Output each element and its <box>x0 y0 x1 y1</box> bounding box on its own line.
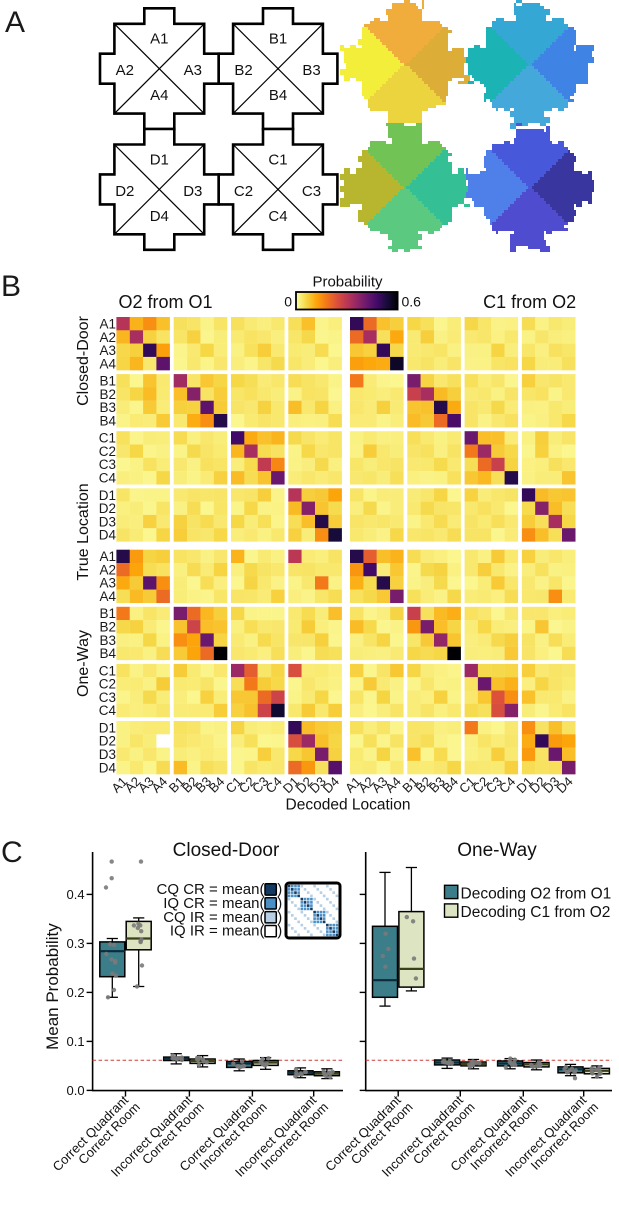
svg-text:D3: D3 <box>183 183 202 200</box>
svg-text:C4: C4 <box>99 471 117 486</box>
svg-text:True Location: True Location <box>75 483 92 580</box>
svg-text:C3: C3 <box>99 690 116 705</box>
svg-text:B2: B2 <box>234 62 252 79</box>
svg-text:C4: C4 <box>99 703 117 718</box>
svg-text:CQ IR = mean(: CQ IR = mean( <box>163 909 264 926</box>
svg-text:B3: B3 <box>99 400 116 415</box>
svg-text:C: C <box>1 836 23 869</box>
svg-text:B: B <box>1 270 21 303</box>
svg-text:C2: C2 <box>99 444 116 459</box>
svg-text:D4: D4 <box>150 208 169 225</box>
svg-text:0: 0 <box>284 294 292 310</box>
svg-text:A2: A2 <box>99 562 116 577</box>
svg-text:0.3: 0.3 <box>67 936 85 951</box>
svg-text:D2: D2 <box>115 183 134 200</box>
svg-text:C3: C3 <box>302 183 321 200</box>
svg-text:O2 from O1: O2 from O1 <box>118 292 212 312</box>
svg-text:Decoded Location: Decoded Location <box>286 797 411 814</box>
svg-text:A1: A1 <box>99 549 116 564</box>
svg-text:D3: D3 <box>99 514 116 529</box>
svg-text:C3: C3 <box>99 457 116 472</box>
svg-text:B4: B4 <box>99 413 116 428</box>
svg-text:D2: D2 <box>99 734 116 749</box>
svg-text:B3: B3 <box>99 633 116 648</box>
svg-text:C1 from O2: C1 from O2 <box>483 292 576 312</box>
svg-text:0.2: 0.2 <box>67 985 85 1000</box>
svg-text:D1: D1 <box>150 151 169 168</box>
svg-text:A4: A4 <box>99 356 116 371</box>
svg-text:A3: A3 <box>99 343 116 358</box>
svg-text:0.0: 0.0 <box>67 1083 85 1098</box>
svg-text:D4: D4 <box>99 760 117 775</box>
svg-text:0.4: 0.4 <box>67 887 85 902</box>
svg-text:D4: D4 <box>99 528 117 543</box>
svg-text:Decoding C1 from O2: Decoding C1 from O2 <box>461 904 611 921</box>
svg-text:A2: A2 <box>99 330 116 345</box>
svg-text:B2: B2 <box>99 387 116 402</box>
svg-text:B1: B1 <box>99 606 116 621</box>
svg-text:0.6: 0.6 <box>402 294 422 310</box>
svg-text:): ) <box>277 923 282 940</box>
svg-text:C1: C1 <box>99 431 116 446</box>
svg-text:Probability: Probability <box>312 274 383 291</box>
svg-text:B4: B4 <box>269 87 287 104</box>
svg-text:): ) <box>277 895 282 912</box>
svg-text:B2: B2 <box>99 620 116 635</box>
svg-text:C2: C2 <box>99 677 116 692</box>
svg-text:CQ CR = mean(: CQ CR = mean( <box>157 881 265 898</box>
svg-text:A4: A4 <box>150 87 168 104</box>
svg-text:B4: B4 <box>99 646 116 661</box>
svg-text:): ) <box>277 881 282 898</box>
svg-text:A3: A3 <box>99 576 116 591</box>
svg-text:0.1: 0.1 <box>67 1034 85 1049</box>
svg-text:A1: A1 <box>99 316 116 331</box>
svg-text:One-Way: One-Way <box>457 840 537 861</box>
svg-text:Decoding O2 from O1: Decoding O2 from O1 <box>461 886 612 903</box>
svg-text:IQ CR = mean(: IQ CR = mean( <box>163 895 264 912</box>
svg-text:C2: C2 <box>234 183 253 200</box>
svg-text:D1: D1 <box>99 720 116 735</box>
svg-text:A3: A3 <box>184 62 202 79</box>
svg-text:Closed-Door: Closed-Door <box>75 315 92 405</box>
svg-text:A: A <box>5 6 25 39</box>
svg-text:Closed-Door: Closed-Door <box>173 840 280 861</box>
svg-text:C4: C4 <box>268 208 287 225</box>
svg-text:B1: B1 <box>99 374 116 389</box>
svg-text:A4: A4 <box>99 589 116 604</box>
svg-text:A2: A2 <box>116 62 134 79</box>
svg-text:IQ IR = mean(: IQ IR = mean( <box>170 923 265 940</box>
svg-text:One-Way: One-Way <box>75 630 92 697</box>
svg-text:): ) <box>277 909 282 926</box>
svg-text:D2: D2 <box>99 501 116 516</box>
svg-text:C1: C1 <box>99 663 116 678</box>
svg-text:B3: B3 <box>302 62 320 79</box>
svg-text:B1: B1 <box>269 31 287 48</box>
svg-text:A1: A1 <box>150 31 168 48</box>
svg-text:D3: D3 <box>99 747 116 762</box>
svg-text:Mean Probability: Mean Probability <box>43 923 62 1050</box>
svg-text:C1: C1 <box>268 151 287 168</box>
svg-text:D1: D1 <box>99 488 116 503</box>
